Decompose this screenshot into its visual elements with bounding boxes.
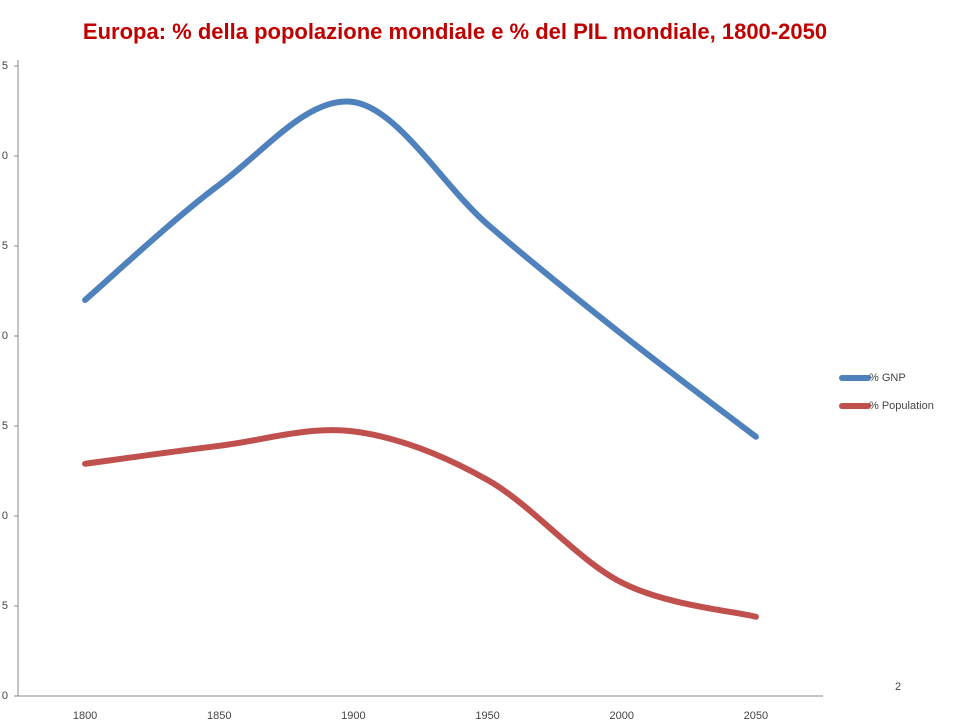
line-series <box>82 98 759 440</box>
y-tick-label: 0 <box>2 510 8 522</box>
y-tick-label: 5 <box>2 600 8 612</box>
line-series <box>82 427 759 620</box>
y-tick-label: 0 <box>2 690 8 702</box>
x-tick-label: 1900 <box>341 710 365 720</box>
x-tick-label: 1950 <box>475 710 499 720</box>
y-tick-label: 5 <box>2 60 8 72</box>
legend-label: % GNP <box>869 372 906 384</box>
y-tick-label: 5 <box>2 420 8 432</box>
y-tick-label: 5 <box>2 240 8 252</box>
legend-label: % Population <box>869 400 934 412</box>
x-tick-label: 2000 <box>610 710 634 720</box>
x-tick-label: 2050 <box>744 710 768 720</box>
y-tick-label: 0 <box>2 330 8 342</box>
x-tick-label: 1850 <box>207 710 231 720</box>
x-tick-label: 1800 <box>73 710 97 720</box>
page-number: 2 <box>895 681 901 693</box>
chart-title: Europa: % della popolazione mondiale e %… <box>83 19 827 44</box>
y-tick-label: 0 <box>2 150 8 162</box>
